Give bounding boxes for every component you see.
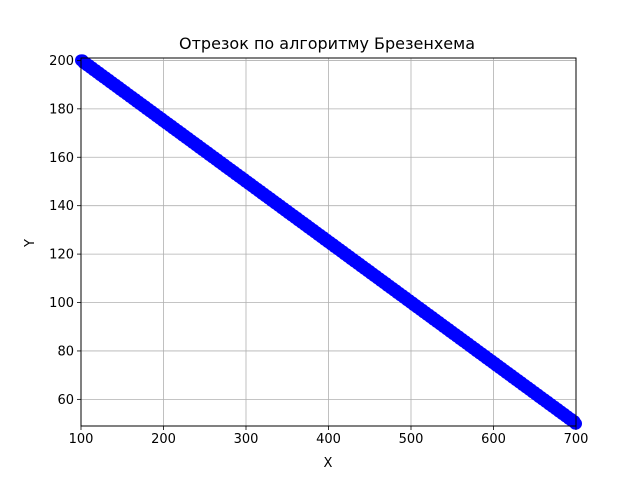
y-tick-label: 100 xyxy=(49,296,74,311)
y-axis-label: Y xyxy=(23,239,38,248)
x-axis-ticks: 100 200 300 400 500 600 700 xyxy=(69,426,589,447)
x-tick-label: 400 xyxy=(316,432,341,447)
y-tick-label: 200 xyxy=(49,54,74,69)
y-tick-label: 180 xyxy=(49,102,74,117)
x-tick-label: 500 xyxy=(399,432,424,447)
y-tick-label: 80 xyxy=(57,344,74,359)
x-tick-label: 700 xyxy=(564,432,589,447)
y-tick-label: 140 xyxy=(49,199,74,214)
data-points xyxy=(75,54,582,430)
x-tick-label: 600 xyxy=(481,432,506,447)
y-tick-label: 120 xyxy=(49,248,74,263)
x-tick-label: 200 xyxy=(151,432,176,447)
x-tick-label: 300 xyxy=(234,432,259,447)
x-axis-label: X xyxy=(324,456,333,471)
x-tick-label: 100 xyxy=(69,432,94,447)
y-axis-ticks: 60 80 100 120 140 160 180 200 xyxy=(49,54,81,408)
y-tick-label: 160 xyxy=(49,151,74,166)
chart-title: Отрезок по алгоритму Брезенхема xyxy=(179,34,475,53)
y-tick-label: 60 xyxy=(57,393,74,408)
